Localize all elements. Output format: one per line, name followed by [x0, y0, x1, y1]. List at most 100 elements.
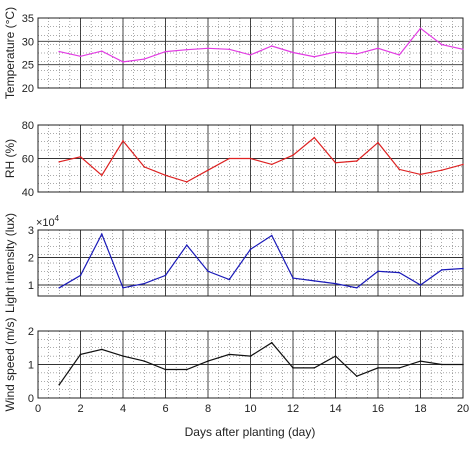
y-tick-label: 1	[28, 360, 34, 372]
x-tick-label: 0	[35, 403, 41, 415]
data-point	[122, 140, 124, 142]
data-point	[207, 270, 209, 273]
data-point	[270, 45, 273, 47]
data-point	[249, 248, 252, 251]
data-point	[270, 234, 273, 237]
x-tick-label: 8	[205, 403, 211, 415]
data-point	[122, 355, 124, 357]
data-point	[419, 173, 422, 176]
y-axis-label: RH (%)	[3, 139, 17, 178]
data-point	[185, 368, 188, 371]
data-point	[398, 54, 401, 56]
data-point	[440, 169, 443, 172]
data-point	[292, 51, 294, 54]
data-point	[100, 233, 103, 235]
data-point	[58, 50, 61, 53]
data-point	[355, 286, 358, 289]
data-point	[334, 51, 337, 53]
data-point	[164, 274, 167, 277]
data-point	[164, 174, 167, 177]
y-tick-label: 25	[22, 60, 34, 72]
x-tick-label: 10	[244, 403, 256, 415]
data-point	[100, 348, 103, 351]
data-point	[462, 267, 464, 270]
data-point	[207, 47, 209, 50]
x-tick-label: 4	[120, 403, 126, 415]
data-point	[122, 286, 124, 289]
data-point	[249, 54, 252, 56]
x-tick-label: 18	[414, 403, 426, 415]
data-point	[462, 363, 464, 366]
y-tick-label: 35	[22, 13, 34, 25]
y-tick-label: 3	[28, 225, 34, 237]
y-tick-label: 80	[22, 120, 34, 132]
data-point	[355, 375, 358, 378]
x-tick-label: 12	[287, 403, 299, 415]
data-point	[79, 156, 82, 158]
x-tick-label: 16	[372, 403, 384, 415]
data-point	[355, 160, 358, 162]
x-tick-label: 2	[77, 403, 83, 415]
y-tick-label: 0	[28, 393, 34, 405]
data-point	[313, 136, 316, 139]
data-point	[143, 360, 146, 362]
data-point	[185, 48, 188, 51]
data-point	[143, 282, 146, 285]
data-point	[79, 353, 82, 356]
data-point	[58, 161, 61, 163]
y-tick-label: 2	[28, 253, 34, 265]
series-line	[59, 136, 464, 183]
data-point	[419, 284, 422, 286]
plot-frame	[37, 124, 464, 193]
data-point	[462, 48, 464, 51]
panel-1: 20 25 30 35 Temperature (°C)	[3, 7, 464, 99]
data-point	[164, 50, 167, 53]
data-point	[228, 48, 231, 51]
data-point	[377, 367, 379, 369]
data-point	[249, 355, 252, 357]
data-point	[228, 157, 231, 160]
plot-frame	[37, 17, 464, 89]
data-point	[58, 286, 61, 289]
panel-2: 40 60 80 RH (%)	[3, 120, 464, 199]
data-point	[334, 282, 337, 285]
data-point	[228, 353, 231, 356]
x-axis-label: Days after planting (day)	[185, 425, 316, 439]
series-line	[59, 27, 464, 63]
data-point	[292, 154, 294, 156]
data-point	[377, 47, 379, 50]
x-tick-label: 6	[162, 403, 168, 415]
data-point	[398, 271, 401, 274]
data-point	[185, 181, 188, 183]
data-point	[270, 163, 273, 166]
data-point	[377, 141, 379, 144]
series-line	[58, 341, 463, 385]
x-tick-label: 14	[329, 403, 341, 415]
data-point	[122, 61, 124, 63]
data-point	[313, 280, 316, 282]
data-point	[334, 355, 337, 357]
data-point	[270, 341, 273, 344]
data-point	[398, 168, 401, 171]
data-point	[207, 169, 209, 172]
y-axis-label: Light intensity (lux)	[3, 213, 17, 313]
data-point	[79, 274, 82, 277]
y-axis-label: Wind speed (m/s)	[3, 317, 17, 411]
data-point	[313, 55, 316, 58]
y-axis-label: Temperature (°C)	[3, 7, 17, 99]
y-tick-label: 40	[22, 187, 34, 199]
data-point	[249, 157, 252, 160]
x-tick-label: 20	[457, 403, 469, 415]
data-point	[440, 269, 443, 271]
y-tick-label: 30	[22, 36, 34, 48]
data-point	[462, 163, 464, 166]
data-point	[100, 174, 103, 177]
data-point	[228, 278, 231, 281]
data-point	[292, 367, 294, 369]
data-point	[143, 166, 146, 168]
plot-frame	[37, 229, 464, 297]
axis-multiplier: ×104	[36, 214, 60, 229]
